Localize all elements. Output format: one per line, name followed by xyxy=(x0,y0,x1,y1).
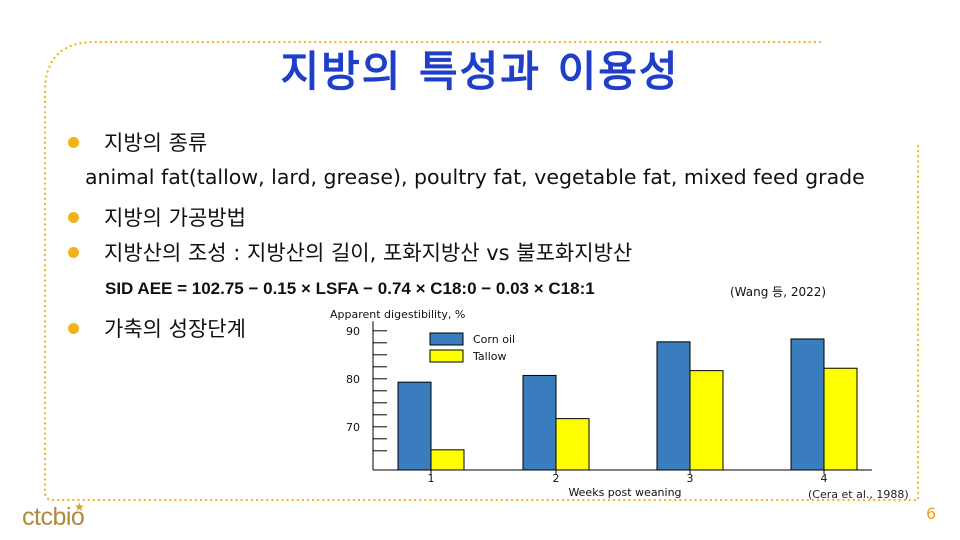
digestibility-chart: 70 80 90 Apparent digestibility, % 1 2 3 4 Weeks… xyxy=(330,308,872,499)
bullet-processing: 지방의 가공방법 xyxy=(68,202,246,232)
bar-corn-oil-week-1 xyxy=(397,381,432,471)
bullet-fat-types-text: 지방의 종류 xyxy=(104,131,208,155)
bullet-growth-stage: 가축의 성장단계 xyxy=(68,313,246,343)
bullet-composition-text: 지방산의 조성 : 지방산의 길이, 포화지방산 vs 불포화지방산 xyxy=(104,241,633,265)
y-tick-label: 80 xyxy=(346,373,360,386)
y-axis-label: Apparent digestibility, % xyxy=(330,308,465,321)
legend-label-tallow: Tallow xyxy=(472,350,506,363)
bullet-processing-text: 지방의 가공방법 xyxy=(104,206,246,230)
ctcbio-logo: ctcbio xyxy=(22,503,85,531)
bar-corn-oil-week-3 xyxy=(656,341,691,471)
formula-reference: (Wang 등, 2022) xyxy=(730,285,827,299)
page-title: 지방의 특성과 이용성 xyxy=(280,47,680,96)
x-tick-label: 2 xyxy=(553,472,560,485)
bar-tallow-week-2 xyxy=(555,418,590,471)
bullet-growth-stage-text: 가축의 성장단계 xyxy=(104,317,246,341)
page-number: 6 xyxy=(926,504,937,523)
x-tick-label: 4 xyxy=(821,472,828,485)
bullet-dot xyxy=(68,322,79,334)
bar-tallow-week-1 xyxy=(430,449,465,471)
bullet-dot xyxy=(68,136,79,148)
x-tick-label: 3 xyxy=(687,472,694,485)
bullet-dot xyxy=(68,211,79,223)
bullet-fat-types: 지방의 종류 xyxy=(68,127,207,157)
legend-label-corn-oil: Corn oil xyxy=(473,333,515,346)
x-tick-label: 1 xyxy=(428,472,435,485)
fat-types-detail: animal fat(tallow, lard, grease), poultr… xyxy=(85,165,865,189)
logo-star-icon: ★ xyxy=(74,500,85,514)
bullet-composition: 지방산의 조성 : 지방산의 길이, 포화지방산 vs 불포화지방산 xyxy=(68,237,632,267)
aee-formula: SID AEE = 102.75 − 0.15 × LSFA − 0.74 × … xyxy=(105,279,595,298)
legend-swatch-corn-oil xyxy=(429,332,464,346)
bullet-dot xyxy=(68,246,79,258)
chart-source: (Cera et al., 1988) xyxy=(808,488,909,501)
bar-tallow-week-4 xyxy=(823,367,858,471)
legend-swatch-tallow xyxy=(429,349,464,363)
bar-tallow-week-3 xyxy=(689,370,724,471)
y-tick-label: 70 xyxy=(346,421,360,434)
x-axis-label: Weeks post weaning xyxy=(568,486,681,499)
bar-corn-oil-week-4 xyxy=(790,338,825,471)
bar-corn-oil-week-2 xyxy=(522,374,557,471)
y-tick-label: 90 xyxy=(346,325,360,338)
